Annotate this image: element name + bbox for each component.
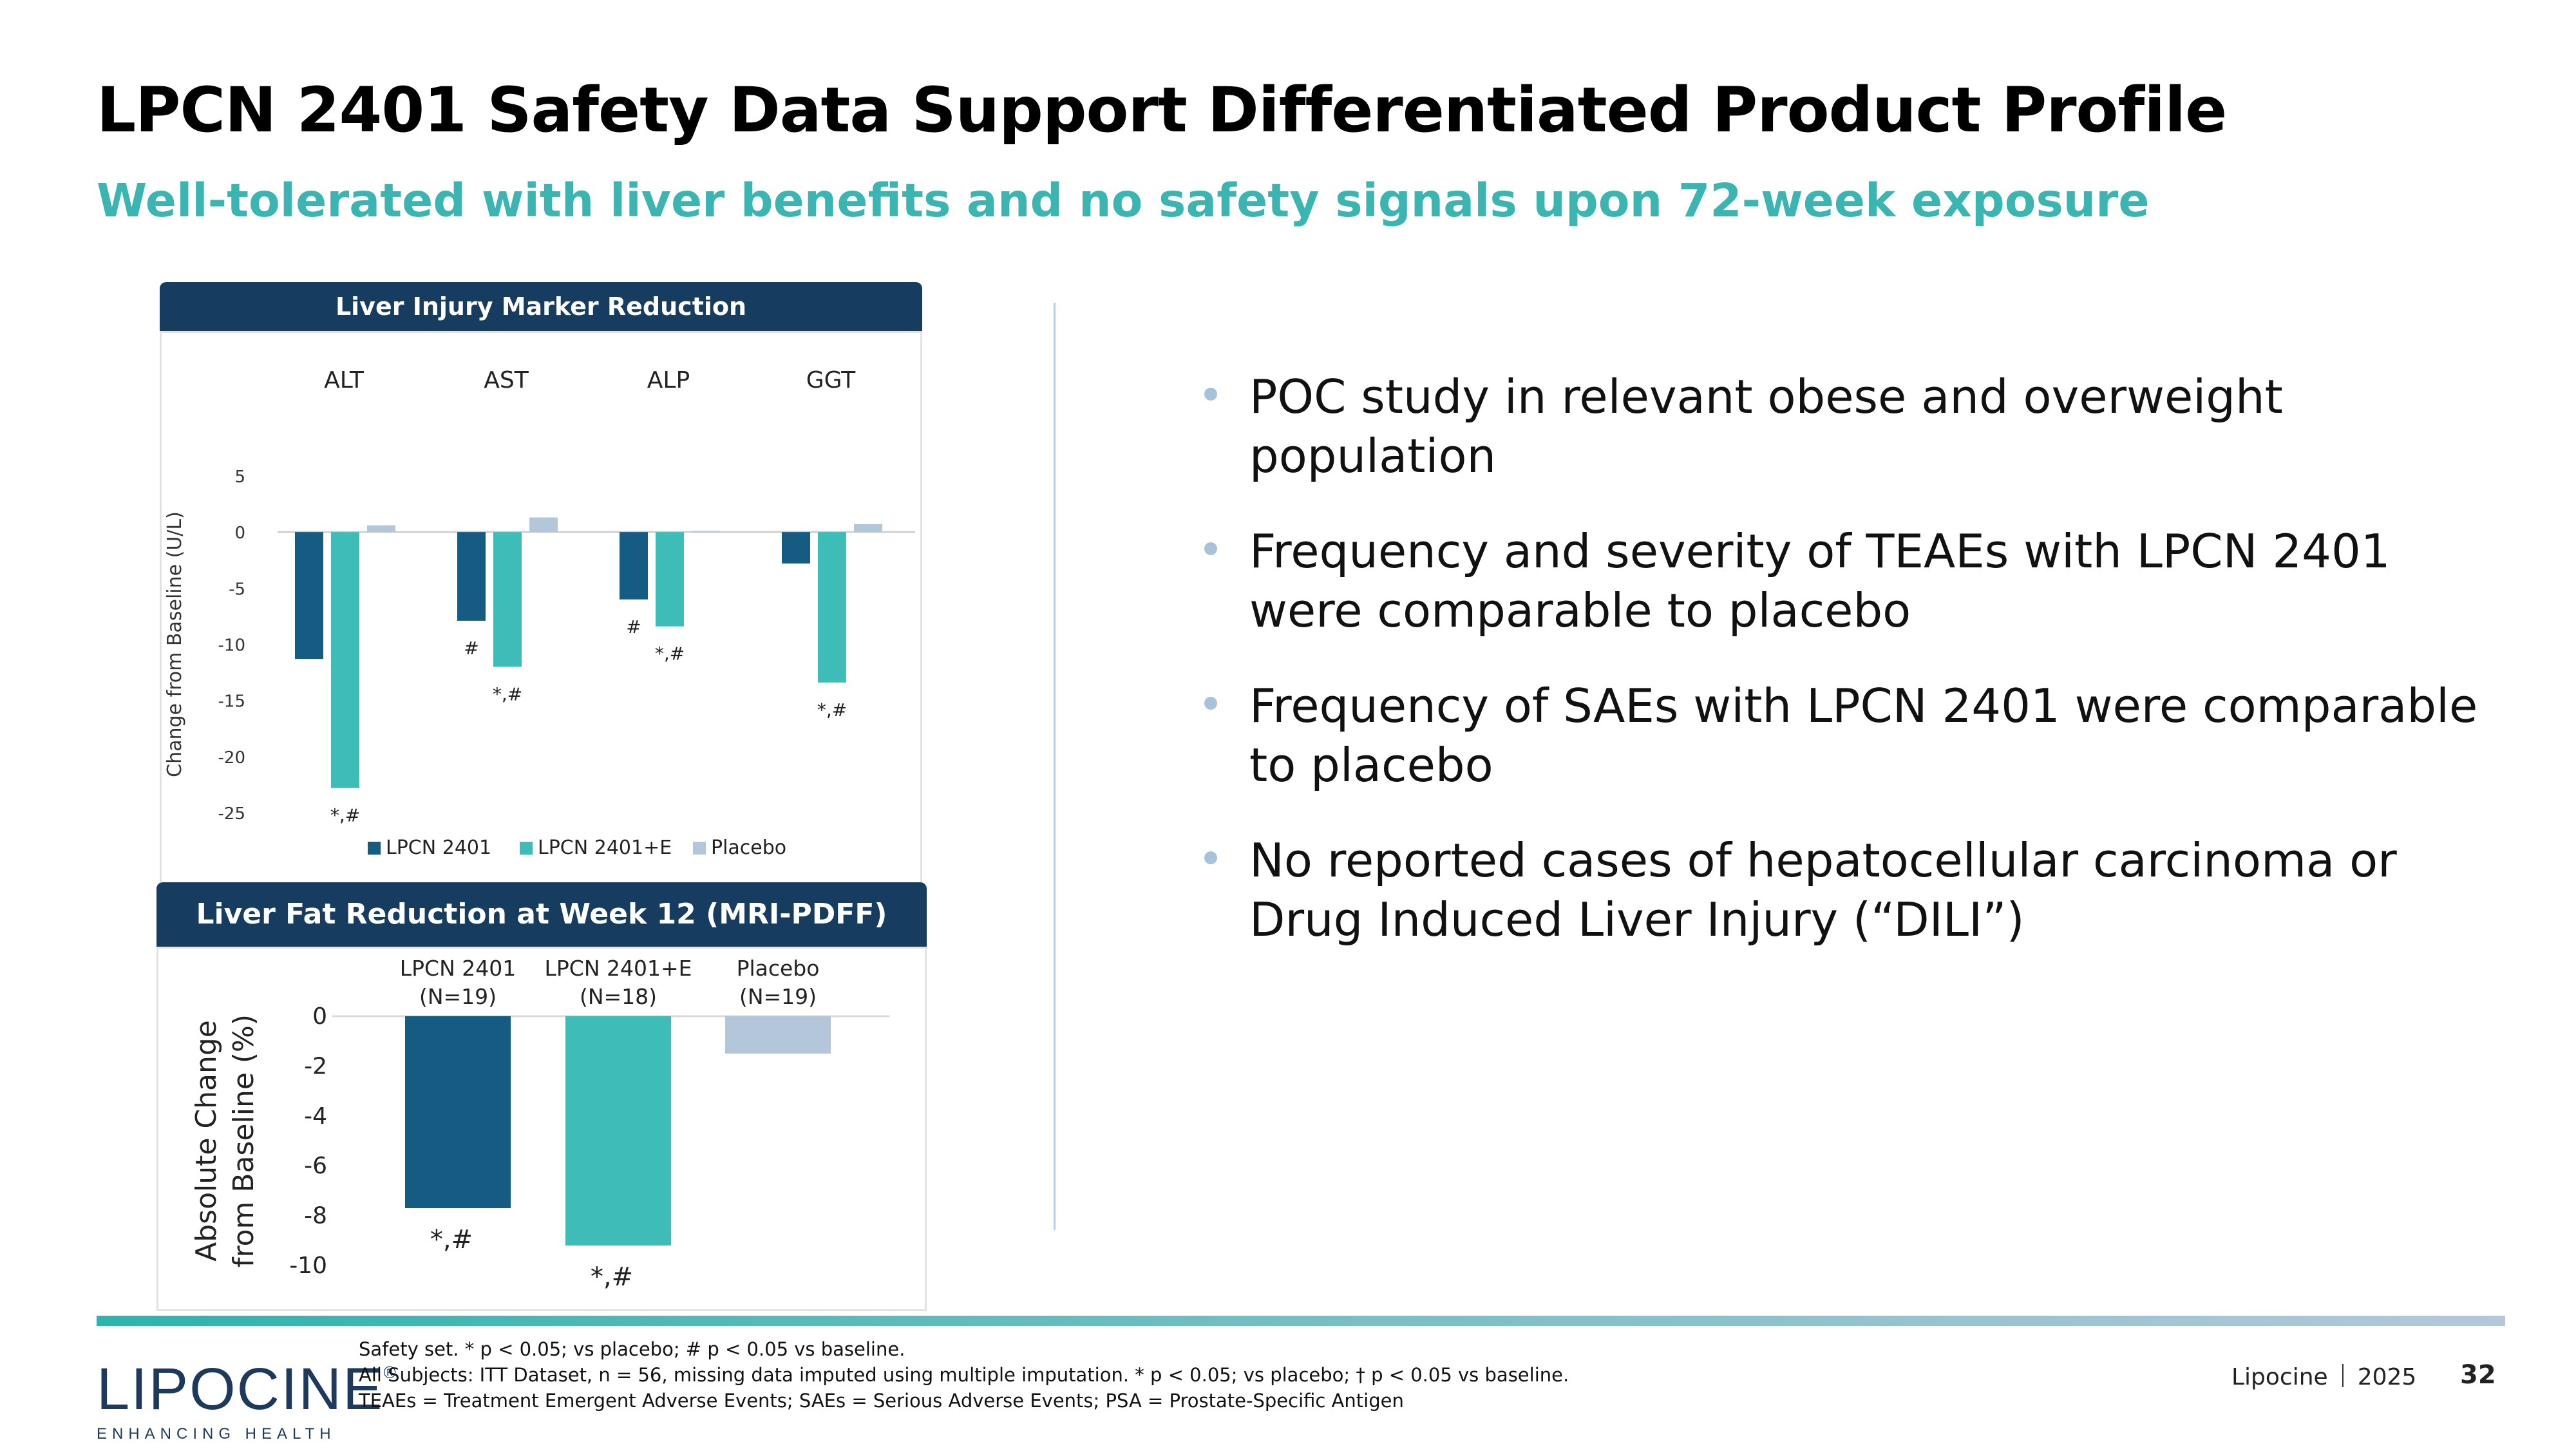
- bullet-item: Frequency of SAEs with LPCN 2401 were co…: [1204, 676, 2492, 795]
- significance-label: *,#: [330, 805, 360, 826]
- bar: [529, 517, 558, 533]
- y-tick-label: -20: [218, 748, 245, 768]
- y-tick-label: -4: [304, 1103, 327, 1130]
- category-note: (N=19): [419, 984, 497, 1009]
- y-axis-label: Absolute Change: [190, 1020, 223, 1262]
- footnote-line: Safety set. * p < 0.05; vs placebo; # p …: [359, 1338, 905, 1360]
- category-label: ALP: [647, 367, 690, 393]
- separator: [2342, 1364, 2344, 1387]
- y-tick-label: -5: [229, 580, 245, 599]
- y-tick-label: 0: [312, 1003, 327, 1030]
- bar: [725, 1016, 831, 1054]
- bullet-item: POC study in relevant obese and overweig…: [1204, 367, 2492, 486]
- y-tick-label: -10: [289, 1253, 327, 1279]
- slide-subtitle: Well-tolerated with liver benefits and n…: [97, 174, 2150, 227]
- legend-label: LPCN 2401+E: [538, 837, 672, 859]
- legend-swatch: [368, 842, 381, 855]
- bar: [331, 532, 359, 788]
- bar: [656, 532, 684, 627]
- chart2-panel: [156, 947, 927, 1311]
- significance-label: *,#: [430, 1225, 473, 1255]
- chart1-panel: [160, 331, 922, 889]
- chart1-header: Liver Injury Marker Reduction: [160, 282, 922, 331]
- y-tick-label: 0: [234, 524, 245, 543]
- company-name: Lipocine: [2231, 1364, 2328, 1390]
- y-axis-label: Change from Baseline (U/L): [164, 511, 186, 777]
- significance-label: *,#: [655, 643, 685, 665]
- y-tick-label: -8: [304, 1203, 327, 1229]
- bar: [854, 524, 882, 533]
- page-number: 32: [2460, 1360, 2496, 1390]
- bar: [565, 1016, 671, 1246]
- y-tick-label: -2: [304, 1053, 327, 1079]
- bullet-item: No reported cases of hepatocellular carc…: [1204, 831, 2492, 949]
- bar: [620, 532, 648, 600]
- footer-company: Lipocine 2025: [2231, 1364, 2416, 1390]
- bullet-text: No reported cases of hepatocellular carc…: [1249, 833, 2397, 947]
- category-label: LPCN 2401+E: [545, 956, 692, 981]
- bar: [405, 1016, 511, 1208]
- category-label: GGT: [806, 367, 857, 393]
- category-label: ALT: [324, 367, 365, 393]
- logo-wordmark: LIPOCINE®: [97, 1356, 397, 1422]
- significance-label: *,#: [493, 683, 522, 705]
- bar: [493, 532, 522, 667]
- category-note: (N=19): [739, 984, 817, 1009]
- liver-fat-chart: 0 -2 -4 -6 -8 -10 Absolute Change from Baseline…: [190, 956, 889, 1292]
- significance-label: #: [626, 616, 641, 638]
- bullet-list: POC study in relevant obese and overweig…: [1204, 367, 2492, 985]
- y-tick-label: -15: [218, 692, 245, 712]
- chart2-header: Liver Fat Reduction at Week 12 (MRI-PDFF…: [156, 882, 927, 947]
- y-tick-label: -6: [304, 1153, 327, 1179]
- bullet-text: POC study in relevant obese and overweig…: [1249, 370, 2283, 483]
- y-tick-label: -25: [218, 804, 245, 824]
- bullet-text: Frequency of SAEs with LPCN 2401 were co…: [1249, 679, 2478, 792]
- year: 2025: [2357, 1364, 2417, 1390]
- logo-tagline: ENHANCING HEALTH: [97, 1425, 336, 1443]
- bar: [818, 532, 846, 683]
- category-label: LPCN 2401: [400, 956, 516, 981]
- legend-swatch: [520, 842, 533, 855]
- lipocine-logo: LIPOCINE® ENHANCING HEALTH: [97, 1343, 397, 1443]
- y-tick-label: -10: [218, 636, 245, 656]
- footnotes: Safety set. * p < 0.05; vs placebo; # p …: [359, 1336, 1569, 1414]
- bar: [295, 532, 323, 659]
- category-label: AST: [484, 367, 529, 393]
- legend-label: Placebo: [711, 837, 786, 859]
- bullet-dot-icon: [1204, 388, 1217, 401]
- significance-label: *,#: [591, 1262, 633, 1292]
- bar: [367, 525, 395, 533]
- y-tick-label: 5: [234, 468, 245, 487]
- legend-swatch: [693, 842, 706, 855]
- bullet-dot-icon: [1204, 697, 1217, 710]
- footnote-line: All Subjects: ITT Dataset, n = 56, missi…: [359, 1364, 1569, 1386]
- bullet-dot-icon: [1204, 542, 1217, 555]
- category-label: Placebo: [737, 956, 820, 981]
- footer-gradient-bar: [97, 1316, 2505, 1326]
- bar: [782, 532, 810, 564]
- bar: [692, 531, 720, 533]
- slide-title: LPCN 2401 Safety Data Support Differenti…: [97, 74, 2227, 146]
- bar: [457, 532, 486, 621]
- bullet-item: Frequency and severity of TEAEs with LPC…: [1204, 522, 2492, 640]
- footnote-line: TEAEs = Treatment Emergent Adverse Event…: [359, 1390, 1404, 1412]
- liver-injury-chart: 5 0 -5 -10 -15 -20 -25 Change from Baseline (U/…: [164, 367, 915, 859]
- bullet-dot-icon: [1204, 851, 1217, 864]
- significance-label: #: [464, 638, 478, 659]
- significance-label: *,#: [817, 699, 847, 721]
- category-note: (N=18): [580, 984, 657, 1009]
- bullet-text: Frequency and severity of TEAEs with LPC…: [1249, 524, 2391, 638]
- legend-label: LPCN 2401: [386, 837, 491, 859]
- y-axis-label: from Baseline (%): [227, 1014, 260, 1267]
- divider-line: [1054, 303, 1056, 1230]
